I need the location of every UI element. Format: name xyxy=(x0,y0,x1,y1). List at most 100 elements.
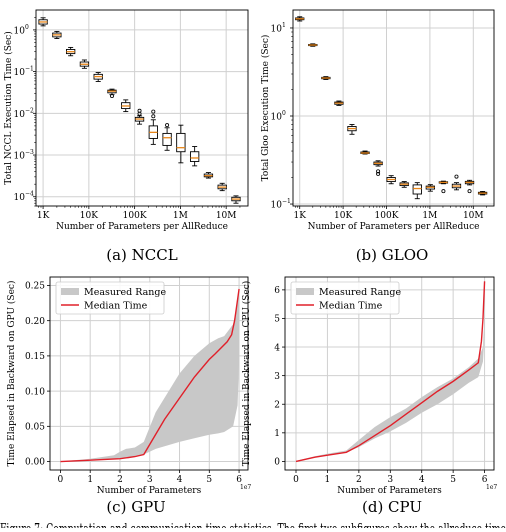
box-64000 xyxy=(121,99,131,113)
box-2048000 xyxy=(438,180,449,194)
panel-d: 0 1 2 3 4 5 6 0 1 2 3 4 5 6 Number of Parameters Time E… xyxy=(241,276,497,516)
legend: Measured Range Median Time xyxy=(55,281,167,315)
box-256000 xyxy=(148,109,158,145)
box-128000 xyxy=(134,108,145,125)
x-tick-label: 0 xyxy=(293,475,299,485)
y-tick-exponent: −4 xyxy=(25,191,34,198)
y-axis-label: Time Elapsed in Backward on GPU (Sec) xyxy=(6,281,17,467)
x-axis-label: Number of Parameters xyxy=(97,486,202,496)
box xyxy=(162,132,172,146)
x-tick-label: 10K xyxy=(334,211,352,221)
y-tick-exponent: −1 xyxy=(282,198,291,205)
box-128000 xyxy=(386,175,396,185)
box xyxy=(176,132,186,153)
box-4000 xyxy=(65,46,76,57)
y-axis-label: Total Gloo Execution Time (Sec) xyxy=(260,35,271,182)
box-512000 xyxy=(162,123,172,151)
y-tick-label: 10 xyxy=(14,193,26,203)
figure-footer xyxy=(0,518,506,528)
y-tick-label: 0.15 xyxy=(25,352,45,362)
y-tick-label: 6 xyxy=(274,286,280,296)
y-tick-exponent: −1 xyxy=(25,66,34,73)
x-tick-label: 1M xyxy=(422,211,437,221)
box-32000 xyxy=(107,88,117,99)
x-tick-label: 10M xyxy=(216,211,237,221)
outlier-point xyxy=(165,123,170,128)
y-tick-label: 10 xyxy=(271,201,283,211)
outlier-point xyxy=(151,114,156,119)
y-tick-label: 0.10 xyxy=(25,387,45,397)
y-tick-label: 0 xyxy=(274,458,280,468)
outlier-point xyxy=(454,174,459,179)
boxes xyxy=(295,16,488,200)
y-tick-label: 10 xyxy=(271,24,283,34)
legend-box xyxy=(290,281,400,315)
box xyxy=(189,151,200,162)
boxes xyxy=(38,17,241,204)
y-tick-label: 0.05 xyxy=(25,423,45,433)
y-tick-label: 5 xyxy=(274,315,280,325)
x-tick-label: 1K xyxy=(293,211,306,221)
box-16384000 xyxy=(477,190,488,196)
y-tick-exponent: −2 xyxy=(25,107,34,114)
legend-label-median-time: Median Time xyxy=(84,301,148,312)
grid xyxy=(293,10,494,206)
x-tick-label: 4 xyxy=(177,475,183,485)
legend-label-measured-range: Measured Range xyxy=(84,287,167,298)
y-axis-label: Time Elapsed in Backward on CPU (Sec) xyxy=(241,281,252,467)
box-4096000 xyxy=(451,174,462,191)
x-tick-label: 3 xyxy=(147,475,153,485)
box-16000 xyxy=(347,124,357,135)
x-axis-label: Number of Parameters xyxy=(337,486,442,496)
box-8000 xyxy=(334,100,344,106)
box-2000 xyxy=(308,43,318,47)
x-tick-label: 5 xyxy=(450,475,456,485)
measured-range-band xyxy=(296,312,485,462)
caption-d: (d) CPU xyxy=(362,498,422,516)
box-16384000 xyxy=(231,195,241,204)
box-4000 xyxy=(321,76,331,80)
outlier-point xyxy=(467,189,472,194)
y-tick-exponent: −3 xyxy=(25,149,34,156)
legend-swatch-measured-range xyxy=(61,288,79,295)
y-tick-exponent: 0 xyxy=(282,110,286,117)
box-8000 xyxy=(79,59,90,69)
x-tick-label: 4 xyxy=(419,475,425,485)
y-tick-label: 2 xyxy=(274,400,280,410)
outlier-point xyxy=(109,94,114,99)
outlier-point xyxy=(376,169,381,174)
y-tick-label: 10 xyxy=(14,152,26,162)
outlier-point xyxy=(151,109,156,114)
x-offset-label: 1e7 xyxy=(486,484,497,491)
x-offset-label: 1e7 xyxy=(240,484,251,491)
legend-label-median-time: Median Time xyxy=(319,301,383,312)
outlier-point xyxy=(137,108,142,113)
legend: Measured Range Median Time xyxy=(290,281,402,315)
panel-c: 0 1 2 3 4 5 6 0.00 0.05 0.10 0.15 0.20 0.25 Number of… xyxy=(6,276,251,516)
plot-frame xyxy=(284,276,495,471)
box-2000 xyxy=(52,30,62,40)
box-8192000 xyxy=(464,179,475,194)
grid xyxy=(36,10,248,206)
y-tick-exponent: 0 xyxy=(25,24,29,31)
measured-range-band xyxy=(60,285,240,462)
x-tick-label: 6 xyxy=(236,475,242,485)
legend-swatch-measured-range xyxy=(296,288,314,295)
outlier-point xyxy=(441,189,446,194)
box-2048000 xyxy=(189,146,200,167)
box-256000 xyxy=(399,181,409,188)
y-tick-label: 10 xyxy=(14,68,26,78)
x-tick-label: 100K xyxy=(375,211,399,221)
y-tick-label: 4 xyxy=(274,343,280,353)
box-1000 xyxy=(295,16,305,22)
y-tick-label: 0.00 xyxy=(25,458,45,468)
x-tick-label: 6 xyxy=(482,475,488,485)
box-1024000 xyxy=(176,124,186,164)
y-tick-exponent: 1 xyxy=(282,22,286,29)
x-tick-label: 0 xyxy=(58,475,64,485)
plot-frame xyxy=(292,9,495,207)
y-tick-label: 3 xyxy=(274,372,280,382)
